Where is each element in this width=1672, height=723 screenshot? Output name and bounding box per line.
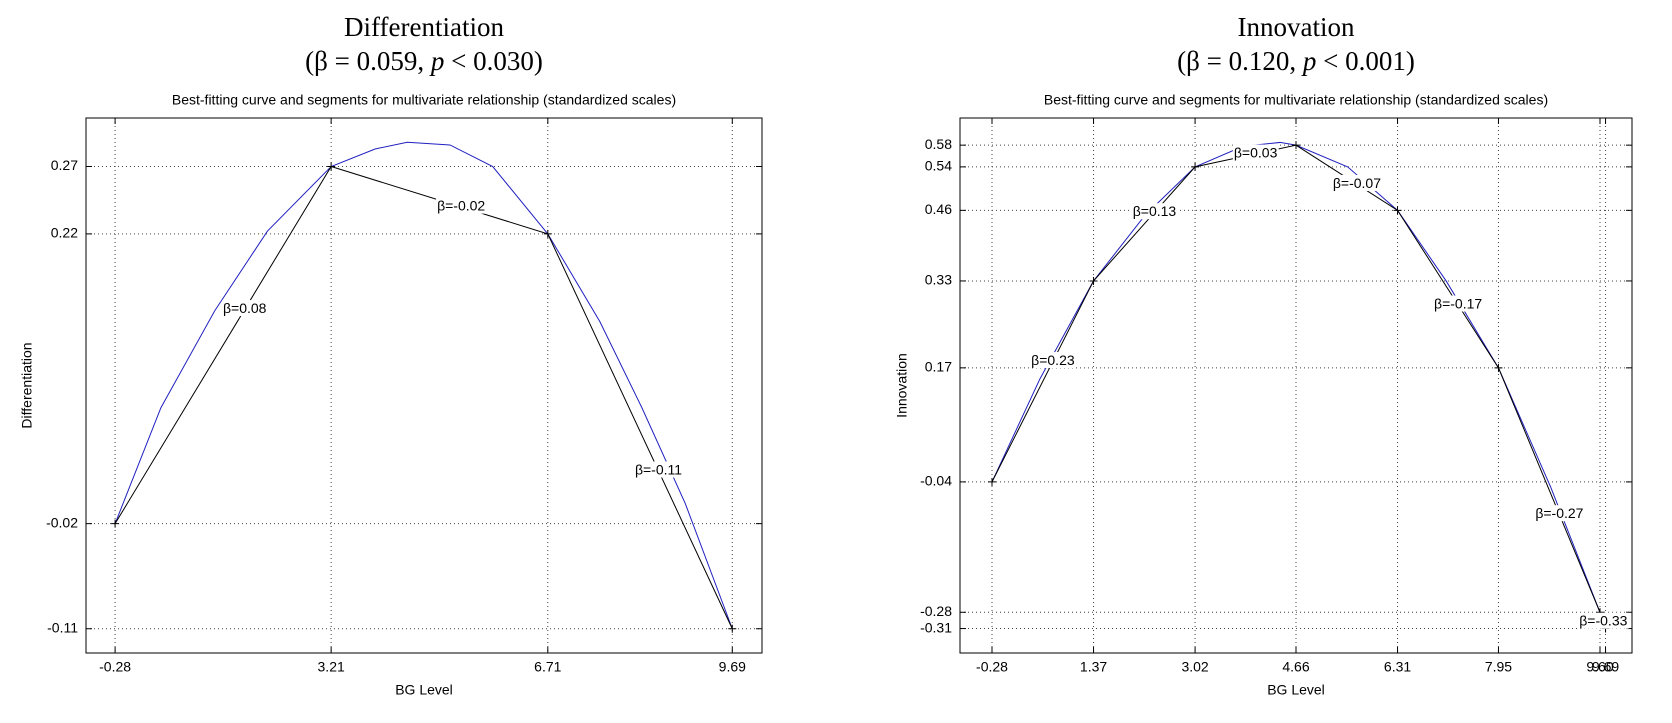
segment-point: [1089, 276, 1098, 285]
label-background: [1433, 295, 1484, 312]
fitted-curve: [114, 141, 733, 629]
stat-part: < 0.030): [444, 46, 542, 76]
stat-part: (β = 0.059,: [305, 46, 431, 76]
axes-box: [85, 117, 763, 654]
segment-label: β=0.23: [1031, 352, 1075, 368]
segment-point: [1494, 363, 1503, 372]
x-tick-label: 3.02: [1181, 659, 1208, 675]
label-background: [1232, 144, 1279, 161]
x-tick-label: -0.28: [976, 659, 1008, 675]
x-tick-label: 9.69: [719, 659, 746, 675]
x-tick-label: 9.60: [1586, 659, 1613, 675]
y-tick-label: 0.27: [51, 157, 78, 173]
label-background: [436, 197, 487, 214]
y-tick-label: 0.33: [925, 272, 952, 288]
segment-point: [728, 624, 737, 633]
x-tick-label: 6.71: [534, 659, 561, 675]
y-tick-label: 0.58: [925, 136, 952, 152]
x-axis-label: BG Level: [395, 682, 453, 698]
chart-subtitle: Best-fitting curve and segments for mult…: [1044, 92, 1548, 108]
x-tick-label: 4.66: [1282, 659, 1309, 675]
y-tick-label: 0.46: [925, 201, 952, 217]
label-background: [1131, 203, 1178, 220]
stat-part: (β = 0.120,: [1177, 46, 1303, 76]
plot-area: [960, 118, 1632, 653]
segment-label: β=0.13: [1133, 203, 1177, 219]
x-tick-label: 3.21: [318, 659, 345, 675]
x-axis-label: BG Level: [1267, 682, 1325, 698]
segment-point: [1393, 206, 1402, 215]
segment-label: β=-0.33: [1579, 613, 1627, 629]
y-tick-label: 0.17: [925, 359, 952, 375]
label-background: [633, 461, 684, 478]
chart-subtitle: Best-fitting curve and segments for mult…: [172, 92, 676, 108]
label-background: [1030, 352, 1076, 369]
label-background: [221, 300, 268, 317]
segment-label: β=-0.07: [1333, 175, 1381, 191]
x-tick-label: 7.95: [1485, 659, 1512, 675]
segment-label: β=0.08: [223, 300, 267, 316]
label-background: [1331, 174, 1383, 191]
segment-label: β=-0.11: [635, 462, 682, 478]
plot-area: [86, 118, 762, 653]
segment-point: [543, 229, 552, 238]
y-tick-label: 0.54: [925, 158, 952, 174]
segment-point: [327, 162, 336, 171]
x-tick-label: 1.37: [1080, 659, 1107, 675]
chart-stat: (β = 0.059, p < 0.030): [305, 46, 543, 76]
y-tick-label: -0.31: [920, 619, 952, 635]
y-tick-label: -0.02: [46, 514, 78, 530]
y-axis-label: Differentiation: [19, 342, 35, 428]
segment-label: β=0.03: [1234, 145, 1278, 161]
y-axis-label: Innovation: [894, 353, 910, 418]
x-tick-label: -0.28: [99, 659, 131, 675]
axes-box: [959, 117, 1633, 654]
segment-label: β=-0.02: [437, 198, 485, 214]
y-tick-label: 0.22: [51, 225, 78, 241]
segment-point: [988, 477, 996, 486]
stat-part: p: [429, 46, 445, 76]
label-background: [1578, 612, 1629, 629]
x-tick-label: 6.31: [1384, 659, 1411, 675]
chart-title: Innovation: [1238, 12, 1355, 42]
y-tick-label: -0.04: [920, 473, 952, 489]
label-background: [1534, 505, 1585, 522]
x-tick-label: 9.69: [1592, 659, 1619, 675]
segment-point: [111, 519, 120, 528]
y-tick-label: -0.28: [920, 603, 952, 619]
chart-title: Differentiation: [344, 12, 504, 42]
y-tick-label: -0.11: [47, 619, 78, 635]
segment-point: [1292, 141, 1300, 150]
stat-part: < 0.001): [1316, 46, 1414, 76]
segment-label: β=-0.17: [1434, 296, 1482, 312]
chart-stat: (β = 0.120, p < 0.001): [1177, 46, 1415, 76]
segment-point: [1191, 162, 1200, 171]
segment-label: β=-0.27: [1535, 505, 1583, 521]
stat-part: p: [1301, 46, 1317, 76]
